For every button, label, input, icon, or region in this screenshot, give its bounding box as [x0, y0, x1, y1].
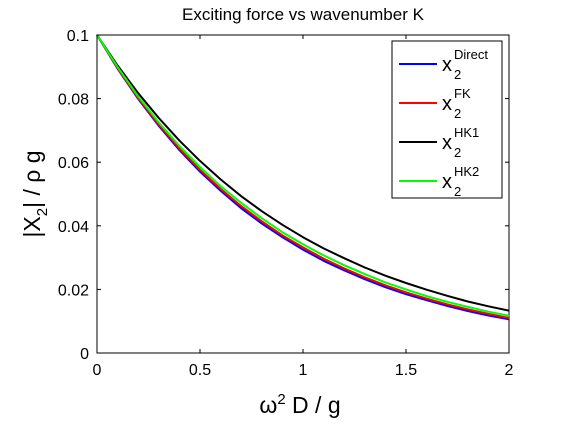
y-tick-label: 0.04	[58, 219, 89, 236]
legend-label: x HK1 2	[442, 125, 479, 160]
series-line-hk1	[96, 34, 510, 312]
x-tick-label: 0	[93, 362, 102, 379]
legend-label-base: x	[442, 171, 452, 193]
y-tick-label: 0.02	[58, 282, 89, 299]
legend-label-base: x	[442, 132, 452, 154]
legend-label: x FK 2	[442, 86, 471, 121]
y-axis-label-sub: 2	[34, 208, 51, 216]
legend-label-base: x	[442, 54, 452, 76]
y-axis-label-rest: | / ρ g	[19, 150, 45, 207]
y-tick-label: 0.1	[67, 28, 89, 45]
legend: x Direct 2x FK 2x HK1 2x HK2 2	[391, 40, 503, 199]
legend-label: x Direct 2	[442, 47, 488, 82]
x-axis-label-sup: 2	[277, 391, 285, 408]
legend-label-sub: 2	[454, 67, 461, 82]
x-tick-label: 2	[505, 362, 514, 379]
series-line-hk2	[96, 34, 510, 317]
legend-label: x HK2 2	[442, 164, 479, 199]
y-tick-label: 0	[80, 346, 89, 363]
legend-label-sup: FK	[454, 86, 471, 101]
chart-title: Exciting force vs wavenumber K	[182, 5, 425, 24]
y-axis-label: |X2| / ρ g	[19, 150, 51, 237]
y-axis-label-main: |X	[19, 216, 45, 237]
x-tick-label: 1	[299, 362, 308, 379]
x-tick-label: 1.5	[395, 362, 417, 379]
y-tick-label: 0.06	[58, 155, 89, 172]
legend-label-sub: 2	[454, 145, 461, 160]
legend-label-sup: HK1	[454, 125, 479, 140]
legend-label-base: x	[442, 93, 452, 115]
tick-layer: 0 0.5 1 1.5 2 0 0.02 0.04 0.06 0.08 0.1	[58, 28, 514, 379]
series-line-fk	[96, 34, 510, 319]
x-axis-label: ω2 D / g	[259, 391, 340, 418]
legend-box	[391, 40, 503, 199]
legend-label-sub: 2	[454, 106, 461, 121]
legend-label-sup: Direct	[454, 47, 488, 62]
x-tick-label: 0.5	[189, 362, 211, 379]
x-axis-label-main: ω	[259, 392, 277, 418]
legend-label-sub: 2	[454, 184, 461, 199]
series-layer	[96, 34, 510, 321]
x-axis-label-rest: D / g	[286, 392, 341, 418]
y-tick-label: 0.08	[58, 92, 89, 109]
legend-label-sup: HK2	[454, 164, 479, 179]
